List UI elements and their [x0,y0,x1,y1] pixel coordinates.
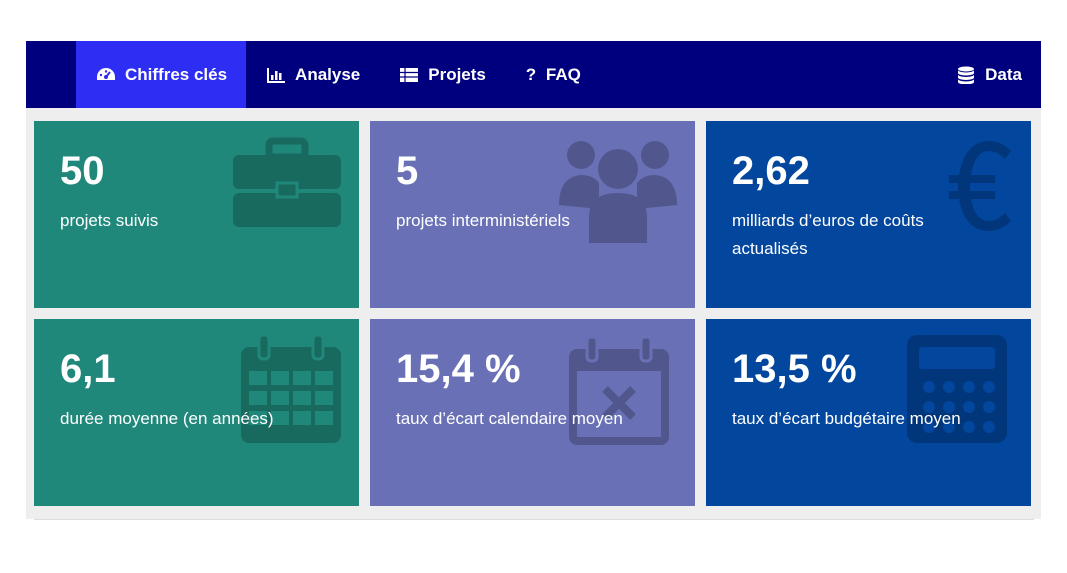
nav-label: FAQ [545,64,581,84]
nav-item-chiffres-cles[interactable]: Chiffres clés [76,41,247,108]
tile-label: taux d’écart calendaire moyen [396,409,623,428]
nav-label: Data [985,64,1022,84]
tile-value: 6,1 [60,347,116,391]
content-bottom-border [34,519,1034,520]
nav-label: Analyse [295,64,361,84]
tile-projets-interministeriels: 5 projets interministériels [370,121,695,308]
tile-duree-moyenne: 6,1 durée moyenne (en années) [34,319,359,506]
users-icon [559,135,677,250]
list-icon [398,65,420,85]
calendar-icon [241,333,341,448]
calculator-icon [907,335,1007,448]
tile-value: 5 [396,149,419,193]
nav-label: Projets [428,64,486,84]
nav-item-faq[interactable]: ? FAQ [505,41,600,108]
tile-ecart-budgetaire: 13,5 % taux d’écart budgétaire moyen [706,319,1031,506]
tile-milliards-euros: 2,62 milliards d’euros de coûts actualis… [706,121,1031,308]
tile-ecart-calendaire: 15,4 % taux d’écart calendaire moyen [370,319,695,506]
calendar-x-icon [569,335,669,450]
nav-left-group: Chiffres clés Analyse Projets ? FAQ [76,41,600,108]
euro-icon [945,135,1015,240]
briefcase-icon [233,137,341,234]
nav-right-group: Data [936,41,1041,108]
nav-item-analyse[interactable]: Analyse [246,41,379,108]
key-figures-grid: 50 projets suivis 5 projets interministé… [34,121,1031,506]
tile-label: projets interministériels [396,211,570,230]
tile-label: taux d’écart budgétaire moyen [732,409,961,428]
dashboard-icon [95,65,117,85]
tile-value: 15,4 % [396,347,521,391]
app-window: Chiffres clés Analyse Projets ? FAQ [26,41,1041,520]
nav-item-data[interactable]: Data [936,41,1041,108]
top-navbar: Chiffres clés Analyse Projets ? FAQ [26,41,1041,108]
nav-label: Chiffres clés [125,64,228,84]
bar-chart-icon [265,65,287,85]
tile-value: 2,62 [732,149,810,193]
nav-item-projets[interactable]: Projets [379,41,505,108]
tile-label: durée moyenne (en années) [60,409,274,428]
question-icon: ? [525,64,537,84]
tile-label: milliards d’euros de coûts actualisés [732,211,924,258]
tile-label: projets suivis [60,211,159,230]
database-icon [955,65,977,85]
tile-value: 13,5 % [732,347,857,391]
tile-projets-suivis: 50 projets suivis [34,121,359,308]
tile-value: 50 [60,149,105,193]
